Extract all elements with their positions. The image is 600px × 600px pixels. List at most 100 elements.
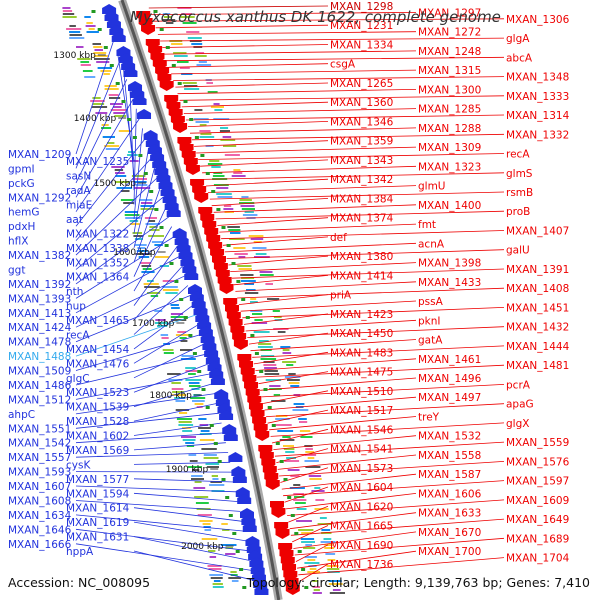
genome-backbone xyxy=(118,0,283,600)
gene-label-reverse: MXAN_1557 xyxy=(8,452,71,464)
gene-label-reverse: MXAN_1465 xyxy=(66,315,129,327)
feature-stripe xyxy=(201,448,217,450)
feature-stripe xyxy=(179,337,187,339)
feature-stripe xyxy=(254,319,263,321)
feature-stripe xyxy=(154,310,163,312)
feature-stripe xyxy=(282,349,290,351)
feature-stripe xyxy=(175,400,186,402)
feature-stripe xyxy=(244,292,259,294)
leader-line xyxy=(264,396,417,411)
feature-stripe xyxy=(212,175,225,177)
gene-label-reverse: radA xyxy=(66,185,91,197)
feature-stripe xyxy=(326,568,340,570)
feature-stripe xyxy=(178,421,192,423)
feature-stripe xyxy=(86,22,93,24)
kbp-tick-label: 1400 kbp xyxy=(74,114,117,124)
reverse-gene-arrow xyxy=(205,354,220,364)
gene-label-forward: MXAN_1532 xyxy=(418,431,481,443)
feature-stripe xyxy=(288,373,296,375)
gene-label-forward: MXAN_1380 xyxy=(330,251,393,263)
feature-stripe xyxy=(187,466,202,468)
reverse-gene-arrow xyxy=(235,487,250,497)
feature-stripe xyxy=(144,286,160,288)
leader-line xyxy=(230,262,417,272)
reverse-gene-arrow xyxy=(176,242,191,252)
leader-line xyxy=(266,403,505,417)
scale-tick xyxy=(228,514,233,517)
leader-line xyxy=(162,44,329,48)
leader-line xyxy=(133,383,213,407)
leader-line xyxy=(274,441,505,457)
gene-label-reverse: MXAN_1454 xyxy=(66,344,130,356)
feature-stripe xyxy=(196,64,212,66)
feature-stripe xyxy=(154,256,170,258)
kbp-ticks: 1300 kbp 1400 kbp 1500 kbp 1600 kbp 1700 kbp… xyxy=(53,10,309,589)
feature-stripe xyxy=(131,175,146,177)
feature-stripe xyxy=(174,55,188,57)
gene-label-forward: MXAN_1332 xyxy=(506,129,569,141)
scale-tick xyxy=(242,586,247,589)
feature-stripe xyxy=(323,538,332,540)
reverse-gene-arrow xyxy=(178,249,193,259)
feature-stripe xyxy=(170,316,185,318)
gene-label-forward: MXAN_1475 xyxy=(330,367,393,379)
gene-label-forward: MXAN_1483 xyxy=(330,347,393,359)
scale-tick xyxy=(154,208,159,211)
feature-stripe xyxy=(190,397,206,399)
feature-stripe xyxy=(148,235,164,237)
feature-stripe xyxy=(118,130,132,132)
feature-stripe xyxy=(240,274,254,276)
feature-stripe xyxy=(208,550,216,552)
leader-line xyxy=(243,313,329,325)
leader-line xyxy=(256,364,505,378)
feature-stripe xyxy=(309,478,322,480)
reverse-gene-arrow xyxy=(145,137,160,147)
feature-stripe xyxy=(233,172,243,174)
gene-label-reverse: MXAN_1392 xyxy=(8,279,71,291)
leader-line xyxy=(168,63,329,68)
feature-stripe xyxy=(175,409,190,411)
feature-stripe xyxy=(303,547,316,549)
reverse-gene-arrow xyxy=(232,473,247,483)
leader-line xyxy=(75,255,181,314)
scale-tick xyxy=(236,280,241,283)
feature-stripe xyxy=(184,85,198,87)
leader-line xyxy=(200,159,329,167)
feature-stripe xyxy=(92,43,101,45)
gene-label-reverse: MXAN_1614 xyxy=(66,503,130,515)
leader-line xyxy=(185,114,505,121)
gene-label-forward: MXAN_1323 xyxy=(418,161,481,173)
gene-label-reverse: hemG xyxy=(8,207,39,219)
reverse-gene-arrow xyxy=(214,389,229,399)
reverse-gene-arrow xyxy=(237,494,252,504)
scale-tick xyxy=(221,478,226,481)
feature-stripe xyxy=(107,142,115,144)
reverse-gene-labels: MXAN_1209MXAN_1235gpmIsasNpckGradAMXAN_1… xyxy=(8,149,130,558)
gene-label-reverse: MXAN_1631 xyxy=(66,532,129,544)
gene-label-reverse: MXAN_1619 xyxy=(66,517,129,529)
gene-label-reverse: hup xyxy=(66,301,86,313)
feature-stripe xyxy=(108,94,119,96)
gene-label-forward: pknI xyxy=(418,315,441,327)
feature-stripe xyxy=(175,334,189,336)
gene-label-forward: MXAN_1670 xyxy=(418,527,481,539)
feature-stripe xyxy=(277,430,294,432)
leader-line xyxy=(133,507,243,522)
feature-stripe xyxy=(203,526,211,528)
feature-stripe xyxy=(186,31,200,33)
forward-gene-arrow xyxy=(255,431,270,441)
scale-tick xyxy=(200,154,205,157)
leader-line xyxy=(75,236,175,299)
feature-stripe xyxy=(307,559,316,561)
feature-stripe xyxy=(233,247,246,249)
gene-label-forward: MXAN_1265 xyxy=(330,78,393,90)
feature-stripe xyxy=(102,136,115,138)
leader-line xyxy=(267,409,329,424)
feature-stripe xyxy=(253,331,270,333)
feature-stripe xyxy=(246,289,256,291)
gene-label-forward: MXAN_1408 xyxy=(506,283,569,295)
feature-stripe xyxy=(160,334,169,336)
gene-label-forward: MXAN_1461 xyxy=(418,354,481,366)
scale-tick xyxy=(143,172,148,175)
feature-stripe xyxy=(255,253,267,255)
